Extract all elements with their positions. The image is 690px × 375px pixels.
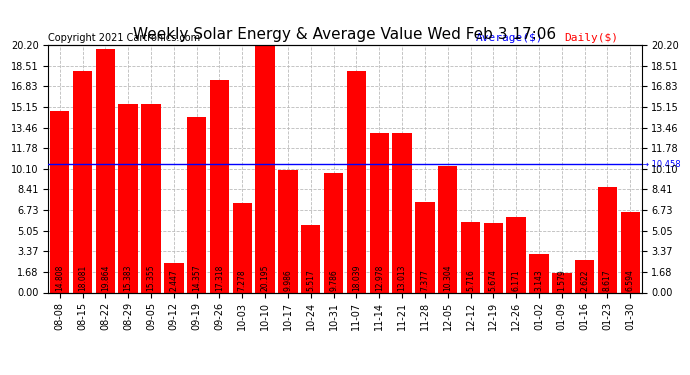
Text: 5.716: 5.716 [466,269,475,291]
Text: 15.383: 15.383 [124,264,132,291]
Text: 9.786: 9.786 [329,269,338,291]
Bar [506,217,526,292]
Bar [346,72,366,292]
Text: 13.013: 13.013 [397,264,406,291]
Text: 6.171: 6.171 [512,269,521,291]
Bar [552,273,571,292]
Text: 17.318: 17.318 [215,264,224,291]
Text: → 10.458: → 10.458 [642,160,680,169]
Bar [233,203,252,292]
Text: 14.357: 14.357 [192,264,201,291]
Text: 2.447: 2.447 [169,269,178,291]
Text: 14.808: 14.808 [55,264,64,291]
Bar [575,260,594,292]
Bar [164,262,184,292]
Bar [393,133,412,292]
Bar [598,187,617,292]
Text: 12.978: 12.978 [375,264,384,291]
Text: 5.674: 5.674 [489,269,498,291]
Text: 3.143: 3.143 [535,269,544,291]
Bar [255,45,275,292]
Text: 2.622: 2.622 [580,269,589,291]
Bar [141,104,161,292]
Text: 6.594: 6.594 [626,269,635,291]
Bar [324,172,344,292]
Bar [370,134,389,292]
Text: 7.377: 7.377 [420,269,429,291]
Text: 20.195: 20.195 [261,264,270,291]
Bar [461,222,480,292]
Bar [278,170,297,292]
Text: 7.278: 7.278 [238,269,247,291]
Bar [119,104,138,292]
Bar [415,202,435,292]
Text: 9.986: 9.986 [284,269,293,291]
Text: 8.617: 8.617 [603,269,612,291]
Title: Weekly Solar Energy & Average Value Wed Feb 3 17:06: Weekly Solar Energy & Average Value Wed … [133,27,557,42]
Bar [187,117,206,292]
Text: 19.864: 19.864 [101,264,110,291]
Text: 10.304: 10.304 [443,264,452,291]
Bar [438,166,457,292]
Bar [73,71,92,292]
Text: 5.517: 5.517 [306,269,315,291]
Bar [301,225,320,292]
Bar [620,212,640,292]
Text: Copyright 2021 Cartronics.com: Copyright 2021 Cartronics.com [48,33,200,42]
Text: 1.579: 1.579 [558,269,566,291]
Bar [484,223,503,292]
Text: 18.081: 18.081 [78,264,87,291]
Bar [96,49,115,292]
Text: 15.355: 15.355 [146,264,155,291]
Bar [529,254,549,292]
Text: Daily($): Daily($) [564,33,618,42]
Text: Average($): Average($) [475,33,543,42]
Bar [50,111,70,292]
Bar [210,80,229,292]
Text: 18.039: 18.039 [352,264,361,291]
